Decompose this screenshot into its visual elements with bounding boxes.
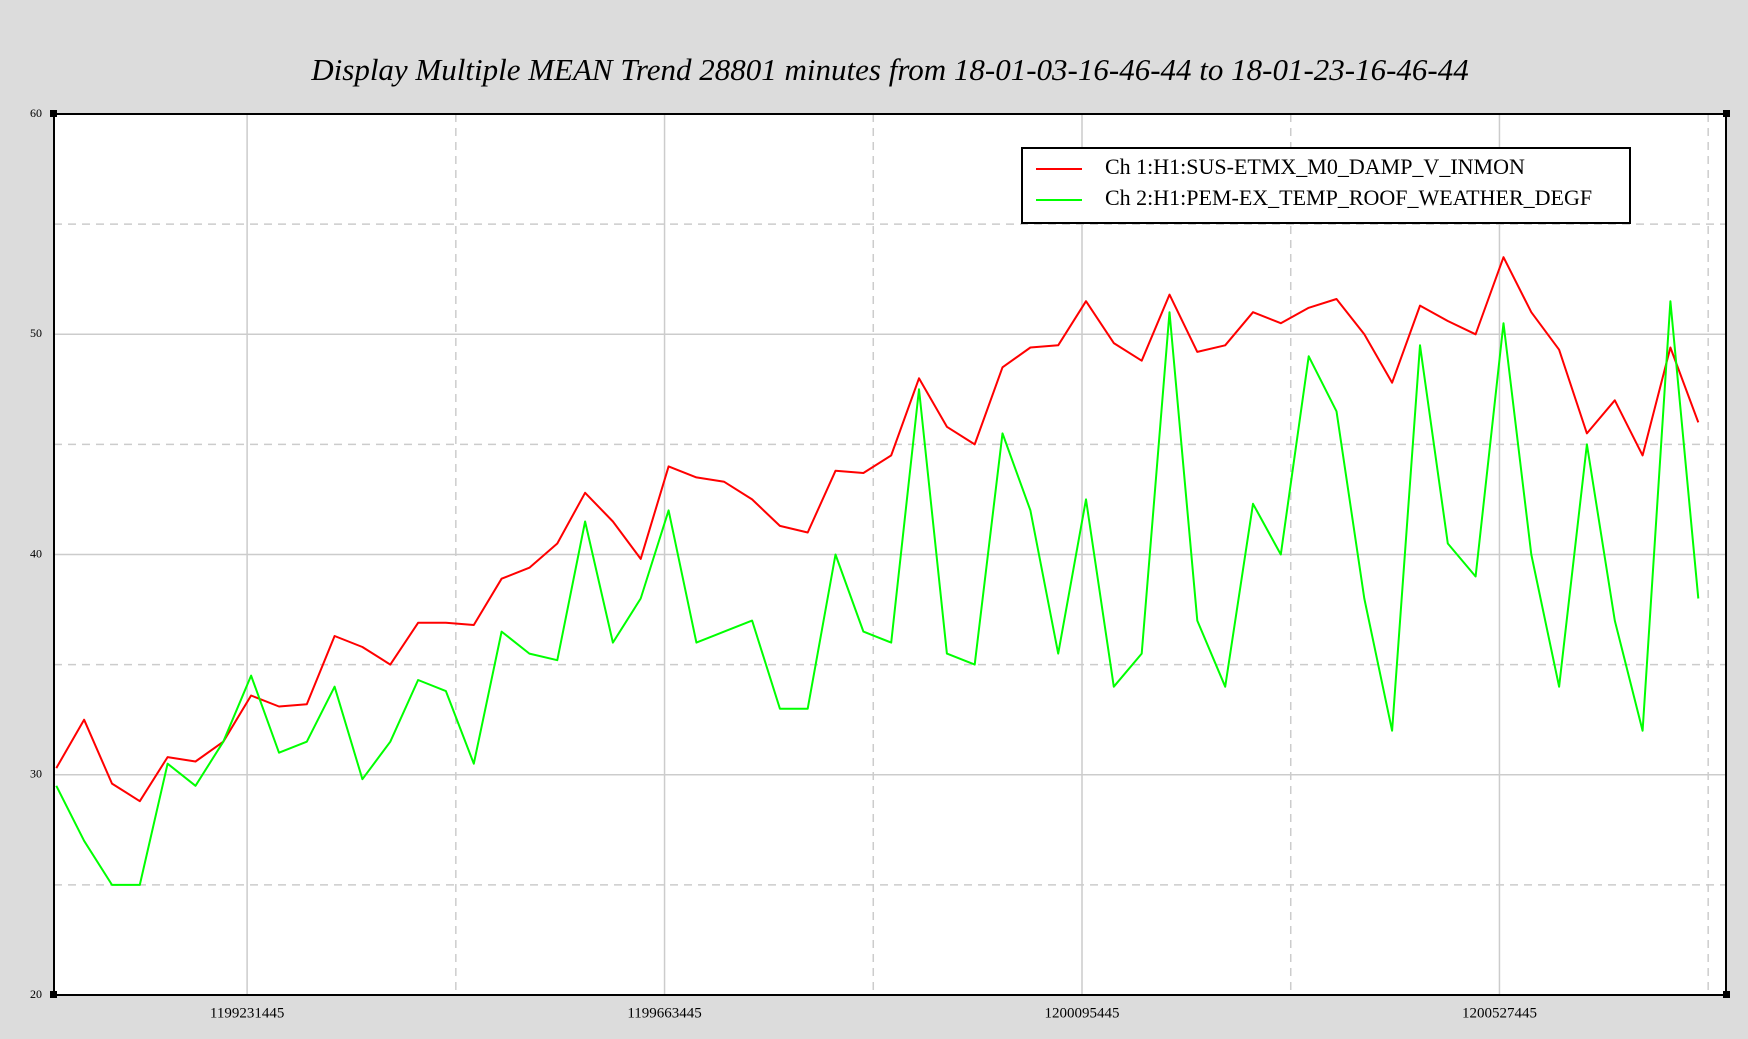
x-tick-label: 1200527445 bbox=[1462, 1005, 1537, 1021]
x-tick-label: 1199231445 bbox=[210, 1005, 284, 1021]
series-line bbox=[55, 256, 1700, 803]
plot-frame bbox=[53, 113, 1727, 996]
x-tick-label: 1200095445 bbox=[1045, 1005, 1120, 1021]
y-tick-label: 40 bbox=[30, 546, 42, 560]
legend-box bbox=[1021, 147, 1631, 224]
y-tick-label: 30 bbox=[30, 767, 42, 781]
chart-title: Display Multiple MEAN Trend 28801 minute… bbox=[310, 52, 1469, 87]
series-line bbox=[55, 300, 1700, 886]
y-tick-label: 20 bbox=[30, 987, 42, 1001]
x-tick-label: 1199663445 bbox=[627, 1005, 701, 1021]
legend: Ch 1:H1:SUS-ETMX_M0_DAMP_V_INMON Ch 2:H1:… bbox=[1021, 147, 1631, 224]
legend-label: Ch 1:H1:SUS-ETMX_M0_DAMP_V_INMON bbox=[1105, 154, 1525, 179]
y-tick-label: 50 bbox=[30, 326, 42, 340]
corner-marks bbox=[50, 110, 1730, 998]
legend-label: Ch 2:H1:PEM-EX_TEMP_ROOF_WEATHER_DEGF bbox=[1105, 185, 1592, 210]
y-tick-label: 60 bbox=[30, 106, 42, 120]
lines bbox=[55, 256, 1700, 886]
